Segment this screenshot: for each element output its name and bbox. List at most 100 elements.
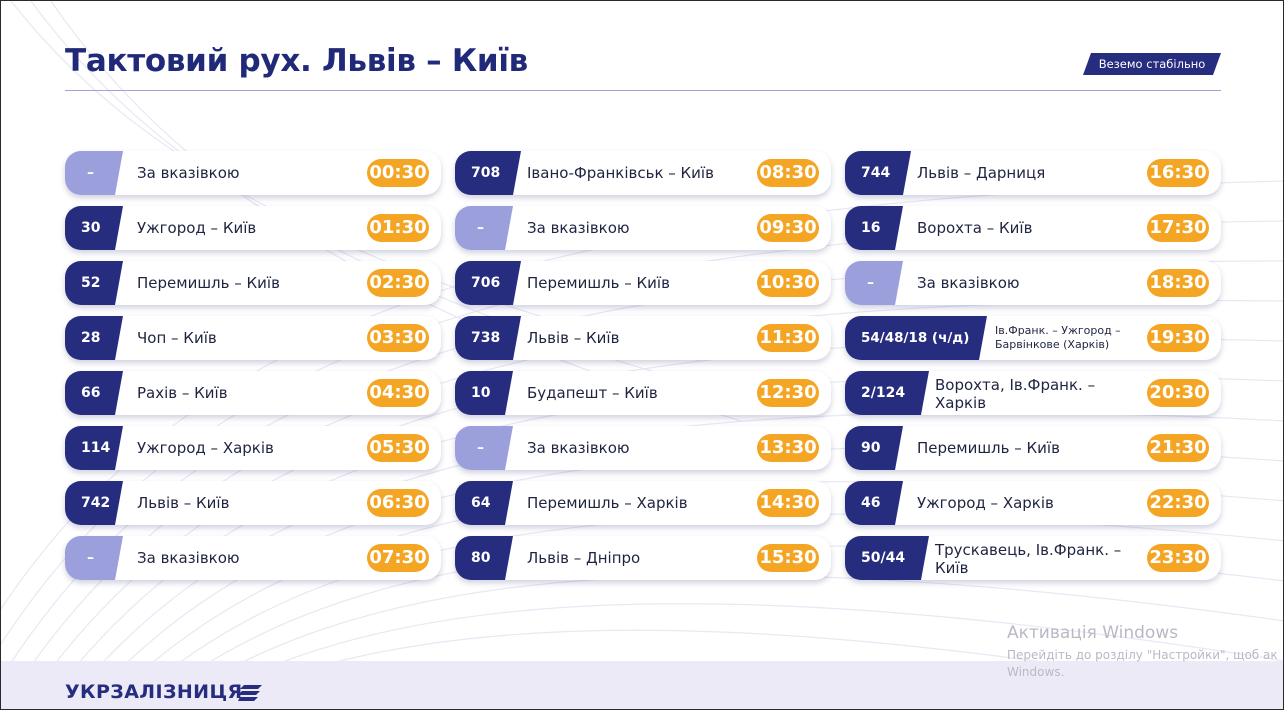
route-label: За вказівкою <box>527 439 630 457</box>
departure-time: 06:30 <box>367 489 429 517</box>
schedule-row: 706 Перемишль – Київ 10:30 <box>455 261 831 305</box>
departure-time: 20:30 <box>1147 379 1209 407</box>
departure-time: 11:30 <box>757 324 819 352</box>
departure-time: 17:30 <box>1147 214 1209 242</box>
route-label: Львів – Київ <box>137 494 230 512</box>
route-label: Перемишль – Київ <box>917 439 1060 457</box>
train-number-badge: 54/48/18 (ч/д) <box>845 316 987 360</box>
route-label: Ужгород – Харків <box>137 439 274 457</box>
departure-time: 00:30 <box>367 159 429 187</box>
watermark-title: Активація Windows <box>1007 623 1179 643</box>
schedule-row: – За вказівкою 18:30 <box>845 261 1221 305</box>
schedule-row: 50/44 Трускавець, Ів.Франк. – Київ 23:30 <box>845 536 1221 580</box>
train-number-badge: 114 <box>65 426 123 470</box>
schedule-row: 28 Чоп – Київ 03:30 <box>65 316 441 360</box>
departure-time: 15:30 <box>757 544 819 572</box>
train-number-badge: – <box>455 426 513 470</box>
train-number-badge: – <box>455 206 513 250</box>
departure-time: 04:30 <box>367 379 429 407</box>
train-number-badge: – <box>65 151 123 195</box>
route-label: Рахів – Київ <box>137 384 228 402</box>
route-label: За вказівкою <box>137 164 240 182</box>
train-number-badge: 66 <box>65 371 123 415</box>
departure-time: 21:30 <box>1147 434 1209 462</box>
departure-time: 09:30 <box>757 214 819 242</box>
departure-time: 16:30 <box>1147 159 1209 187</box>
route-label: Ворохта – Київ <box>917 219 1033 237</box>
departure-time: 10:30 <box>757 269 819 297</box>
train-number-badge: 90 <box>845 426 903 470</box>
watermark-text: Перейдіть до розділу "Настройки", щоб ак… <box>1007 648 1278 679</box>
route-label: Івано-Франківськ – Київ <box>527 164 714 182</box>
train-number-badge: – <box>845 261 903 305</box>
train-number-badge: 50/44 <box>845 536 929 580</box>
slogan-tag: Веземо стабільно <box>1083 53 1221 75</box>
train-number-badge: 2/124 <box>845 371 929 415</box>
uz-stripes-icon <box>238 685 262 701</box>
departure-time: 05:30 <box>367 434 429 462</box>
train-number-badge: 28 <box>65 316 123 360</box>
route-label: Чоп – Київ <box>137 329 217 347</box>
departure-time: 07:30 <box>367 544 429 572</box>
departure-time: 12:30 <box>757 379 819 407</box>
route-label: Будапешт – Київ <box>527 384 658 402</box>
schedule-column-3: 744 Львів – Дарниця 16:30 16 Ворохта – К… <box>845 151 1221 591</box>
departure-time: 02:30 <box>367 269 429 297</box>
schedule-row: 114 Ужгород – Харків 05:30 <box>65 426 441 470</box>
train-number-badge: 738 <box>455 316 521 360</box>
schedule-row: 52 Перемишль – Київ 02:30 <box>65 261 441 305</box>
departure-time: 08:30 <box>757 159 819 187</box>
schedule-row: 66 Рахів – Київ 04:30 <box>65 371 441 415</box>
train-number-badge: 52 <box>65 261 123 305</box>
schedule-row: 54/48/18 (ч/д) Ів.Франк. – Ужгород – Бар… <box>845 316 1221 360</box>
train-number-badge: – <box>65 536 123 580</box>
windows-activation-watermark: Активація Windows Перейдіть до розділу "… <box>1007 623 1283 681</box>
schedule-row: 46 Ужгород – Харків 22:30 <box>845 481 1221 525</box>
route-label: Ужгород – Харків <box>917 494 1054 512</box>
route-label: За вказівкою <box>917 274 1020 292</box>
header-divider <box>65 90 1221 91</box>
schedule-row: 30 Ужгород – Київ 01:30 <box>65 206 441 250</box>
schedule-column-1: – За вказівкою 00:30 30 Ужгород – Київ 0… <box>65 151 441 591</box>
route-label: Львів – Дніпро <box>527 549 641 567</box>
departure-time: 14:30 <box>757 489 819 517</box>
schedule-row: 10 Будапешт – Київ 12:30 <box>455 371 831 415</box>
departure-time: 19:30 <box>1147 324 1209 352</box>
train-number-badge: 706 <box>455 261 521 305</box>
schedule-row: – За вказівкою 09:30 <box>455 206 831 250</box>
route-label: Львів – Київ <box>527 329 620 347</box>
page-title: Тактовий рух. Львів – Київ <box>65 43 528 79</box>
schedule-row: 2/124 Ворохта, Ів.Франк. – Харків 20:30 <box>845 371 1221 415</box>
train-number-badge: 742 <box>65 481 123 525</box>
company-logo: УКРЗАЛІЗНИЦЯ <box>65 681 243 703</box>
departure-time: 01:30 <box>367 214 429 242</box>
departure-time: 22:30 <box>1147 489 1209 517</box>
route-label: Перемишль – Київ <box>527 274 670 292</box>
schedule-row: 708 Івано-Франківськ – Київ 08:30 <box>455 151 831 195</box>
route-label: Трускавець, Ів.Франк. – Київ <box>935 541 1122 577</box>
route-label: Ів.Франк. – Ужгород – Барвінкове (Харків… <box>995 324 1121 351</box>
schedule-column-2: 708 Івано-Франківськ – Київ 08:30 – За в… <box>455 151 831 591</box>
schedule-row: 90 Перемишль – Київ 21:30 <box>845 426 1221 470</box>
train-number-badge: 10 <box>455 371 513 415</box>
schedule-row: 744 Львів – Дарниця 16:30 <box>845 151 1221 195</box>
train-number-badge: 80 <box>455 536 513 580</box>
train-number-badge: 64 <box>455 481 513 525</box>
route-label: За вказівкою <box>527 219 630 237</box>
route-label: Ворохта, Ів.Франк. – Харків <box>935 376 1096 412</box>
route-label: Перемишль – Харків <box>527 494 688 512</box>
schedule-row: 64 Перемишль – Харків 14:30 <box>455 481 831 525</box>
schedule-row: – За вказівкою 00:30 <box>65 151 441 195</box>
schedule-row: 16 Ворохта – Київ 17:30 <box>845 206 1221 250</box>
route-label: Перемишль – Київ <box>137 274 280 292</box>
train-number-badge: 46 <box>845 481 903 525</box>
schedule-row: 738 Львів – Київ 11:30 <box>455 316 831 360</box>
departure-time: 23:30 <box>1147 544 1209 572</box>
route-label: Львів – Дарниця <box>917 164 1046 182</box>
schedule-row: 742 Львів – Київ 06:30 <box>65 481 441 525</box>
schedule-row: – За вказівкою 13:30 <box>455 426 831 470</box>
train-number-badge: 708 <box>455 151 521 195</box>
footer-band <box>1 661 1283 709</box>
train-number-badge: 30 <box>65 206 123 250</box>
